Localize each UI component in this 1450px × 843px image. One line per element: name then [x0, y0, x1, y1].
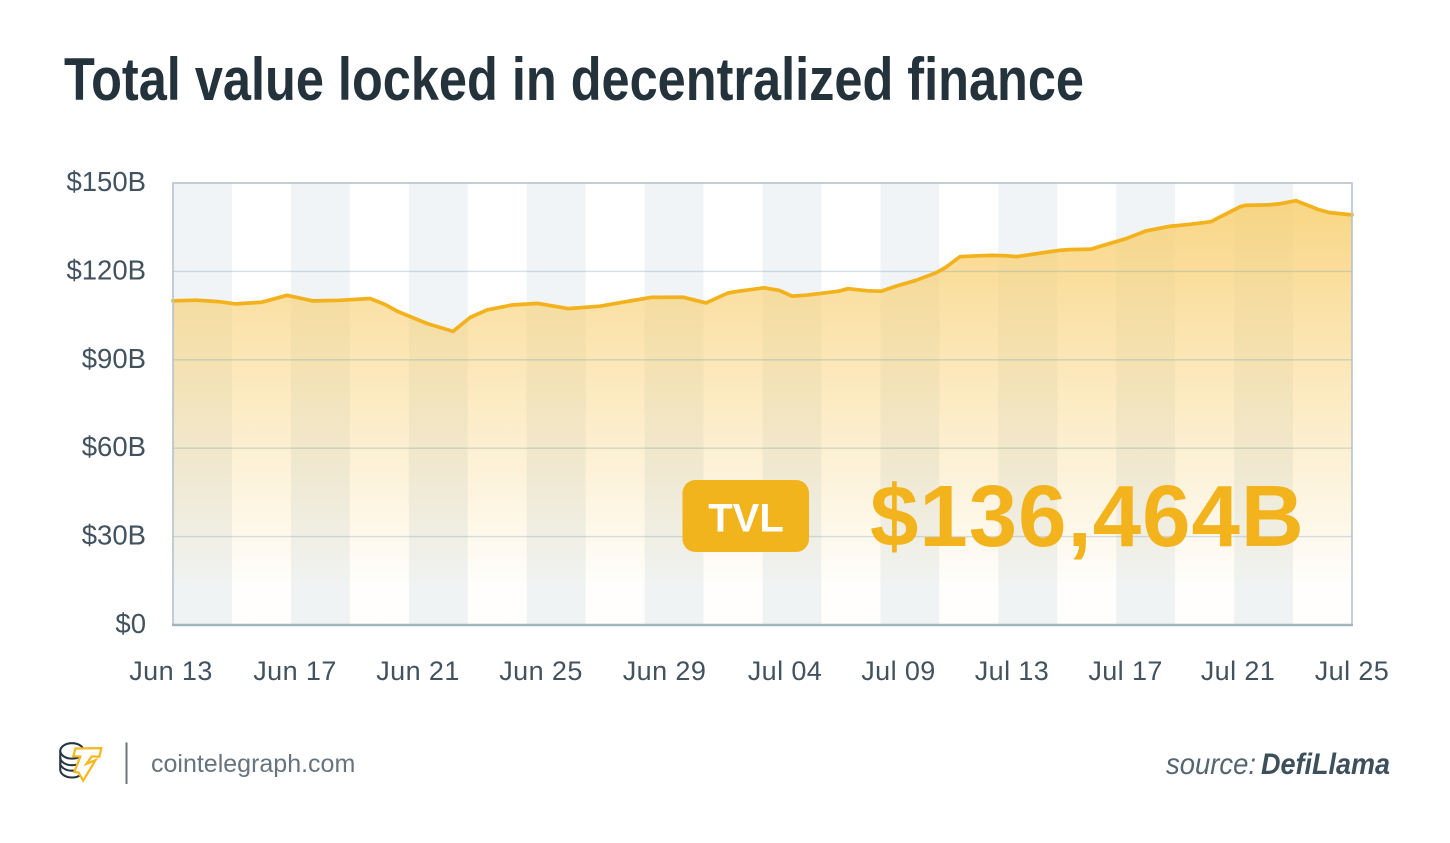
svg-text:$150B: $150B [66, 166, 146, 197]
svg-text:$30B: $30B [82, 520, 146, 551]
svg-text:Jul 21: Jul 21 [1201, 656, 1275, 686]
svg-text:DefiLlama: DefiLlama [1261, 748, 1390, 781]
svg-text:Jul 25: Jul 25 [1315, 656, 1389, 686]
svg-text:Jul 13: Jul 13 [975, 656, 1049, 686]
svg-text:Jul 17: Jul 17 [1088, 656, 1162, 686]
svg-text:$90B: $90B [82, 343, 146, 374]
svg-text:TVL: TVL [708, 497, 784, 541]
svg-text:Jul 04: Jul 04 [748, 656, 822, 686]
svg-text:$60B: $60B [82, 431, 146, 462]
svg-text:$136,464B: $136,464B [870, 468, 1305, 565]
svg-text:Jul 09: Jul 09 [861, 656, 935, 686]
svg-text:$0: $0 [115, 608, 146, 639]
svg-text:Jun 17: Jun 17 [253, 656, 336, 686]
svg-text:source:: source: [1166, 748, 1256, 781]
svg-text:Total value locked in decentra: Total value locked in decentralized fina… [64, 46, 1084, 113]
svg-text:$120B: $120B [66, 254, 146, 285]
svg-text:cointelegraph.com: cointelegraph.com [151, 750, 355, 778]
svg-text:Jun 13: Jun 13 [129, 656, 212, 686]
svg-text:Jun 21: Jun 21 [376, 656, 459, 686]
svg-text:Jun 25: Jun 25 [499, 656, 582, 686]
svg-text:Jun 29: Jun 29 [623, 656, 706, 686]
